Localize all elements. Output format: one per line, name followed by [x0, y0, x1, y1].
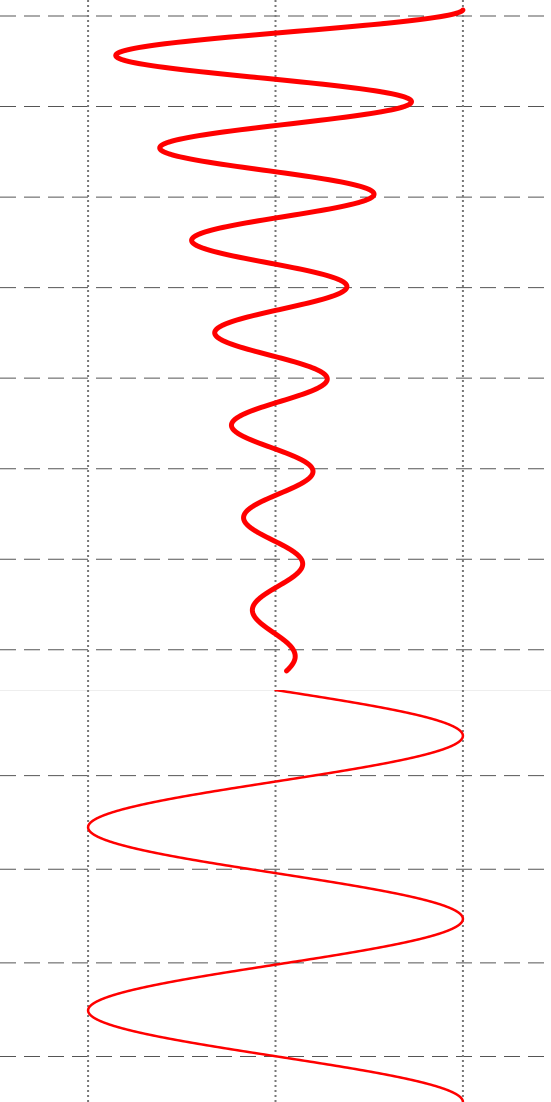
damped-oscillation-chart [0, 0, 551, 690]
series-line-0 [113, 7, 466, 674]
sine-wave-plot-area [0, 690, 551, 1102]
damped-oscillation-plot-area [0, 0, 551, 690]
series-line-1 [86, 690, 465, 1102]
sine-wave-chart [0, 690, 551, 1102]
